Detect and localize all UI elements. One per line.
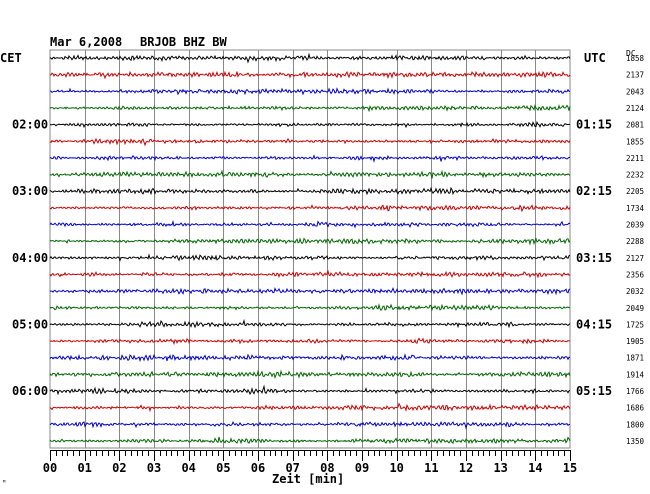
trace-line bbox=[49, 120, 571, 129]
grid-lines bbox=[49, 49, 571, 449]
dc-value: 2049 bbox=[626, 304, 644, 313]
trace-line bbox=[49, 186, 571, 196]
dc-value: 2211 bbox=[626, 154, 644, 163]
x-tick-label: 14 bbox=[528, 461, 542, 475]
trace-line bbox=[49, 104, 571, 113]
trace-line bbox=[49, 169, 571, 179]
trace-line bbox=[49, 204, 571, 213]
x-tick-label: 10 bbox=[389, 461, 403, 475]
trace-line bbox=[49, 237, 571, 246]
trace-line bbox=[49, 337, 571, 346]
station-label: BRJOB BHZ BW bbox=[140, 35, 227, 49]
x-tick-label: 07 bbox=[285, 461, 299, 475]
x-tick-label: 13 bbox=[493, 461, 507, 475]
x-tick-label: 03 bbox=[147, 461, 161, 475]
x-axis: 00 01 02 03 04 05 06 07 08 09 10 11 12 13 14 15 bbox=[43, 450, 577, 475]
corner-mark: ᴹ bbox=[2, 479, 6, 487]
cet-label: CET bbox=[0, 51, 22, 65]
trace-line bbox=[49, 52, 571, 64]
x-tick-label: 01 bbox=[77, 461, 91, 475]
dc-value: 1858 bbox=[626, 54, 645, 63]
x-tick-label: 02 bbox=[112, 461, 126, 475]
trace-line bbox=[49, 253, 571, 262]
trace-line bbox=[49, 318, 571, 329]
dc-value: 1855 bbox=[626, 137, 644, 146]
utc-time-label: 05:15 bbox=[576, 384, 612, 398]
x-tick-label: 11 bbox=[424, 461, 438, 475]
trace-line bbox=[49, 219, 571, 229]
trace-line bbox=[49, 402, 571, 413]
trace-line bbox=[49, 269, 571, 279]
x-tick-label: 05 bbox=[216, 461, 230, 475]
dc-value: 2137 bbox=[626, 71, 644, 80]
dc-value: 1686 bbox=[626, 404, 645, 413]
plot-frame bbox=[49, 49, 571, 449]
x-tick-label: 00 bbox=[43, 461, 57, 475]
cet-time-labels: 02:00 03:00 04:00 05:00 06:00 bbox=[12, 118, 48, 398]
utc-time-label: 01:15 bbox=[576, 118, 612, 132]
x-tick-label: 08 bbox=[320, 461, 334, 475]
trace-line bbox=[49, 353, 571, 363]
date-label: Mar 6,2008 bbox=[50, 35, 122, 49]
dc-header-label: DC bbox=[626, 49, 636, 58]
dc-value: 1905 bbox=[626, 337, 644, 346]
trace-line bbox=[49, 137, 571, 147]
cet-time-label: 02:00 bbox=[12, 118, 48, 132]
dc-value: 2039 bbox=[626, 221, 644, 230]
trace-group bbox=[49, 52, 571, 445]
dc-value: 1725 bbox=[626, 320, 644, 329]
dc-value: 1734 bbox=[626, 204, 645, 213]
x-axis-title: Zeit [min] bbox=[272, 472, 344, 486]
x-tick-label: 04 bbox=[181, 461, 195, 475]
trace-line bbox=[49, 286, 571, 296]
trace-line bbox=[49, 70, 571, 80]
utc-time-labels: 01:15 02:15 03:15 04:15 05:15 bbox=[576, 118, 612, 398]
x-tick-label: 06 bbox=[251, 461, 265, 475]
cet-time-label: 06:00 bbox=[12, 384, 48, 398]
cet-time-label: 03:00 bbox=[12, 184, 48, 198]
trace-line bbox=[49, 384, 571, 396]
dc-value-labels: 1858 2137 2043 2124 2081 1855 2211 2232 2205 1734… bbox=[626, 54, 645, 446]
cet-time-label: 04:00 bbox=[12, 251, 48, 265]
utc-time-label: 04:15 bbox=[576, 317, 612, 331]
trace-line bbox=[49, 154, 571, 163]
dc-value: 1766 bbox=[626, 387, 645, 396]
trace-line bbox=[49, 303, 571, 312]
trace-line bbox=[49, 369, 571, 380]
cet-time-label: 05:00 bbox=[12, 317, 48, 331]
dc-value: 2032 bbox=[626, 287, 644, 296]
dc-value: 2043 bbox=[626, 87, 644, 96]
dc-value: 2288 bbox=[626, 237, 645, 246]
dc-value: 2232 bbox=[626, 171, 644, 180]
dc-value: 2205 bbox=[626, 187, 644, 196]
x-tick-label: 15 bbox=[563, 461, 577, 475]
utc-time-label: 03:15 bbox=[576, 251, 612, 265]
dc-value: 1350 bbox=[626, 437, 645, 446]
dc-value: 1871 bbox=[626, 354, 644, 363]
trace-line bbox=[49, 420, 571, 430]
dc-value: 2081 bbox=[626, 121, 644, 130]
dc-value: 1914 bbox=[626, 370, 645, 379]
x-tick-label: 12 bbox=[459, 461, 473, 475]
dc-value: 2127 bbox=[626, 254, 644, 263]
trace-line bbox=[49, 436, 571, 445]
x-tick-label: 09 bbox=[355, 461, 369, 475]
trace-line bbox=[49, 87, 571, 96]
utc-label: UTC bbox=[584, 51, 606, 65]
utc-time-label: 02:15 bbox=[576, 184, 612, 198]
dc-value: 1800 bbox=[626, 420, 645, 429]
dc-value: 2356 bbox=[626, 270, 645, 279]
dc-value: 2124 bbox=[626, 104, 645, 113]
